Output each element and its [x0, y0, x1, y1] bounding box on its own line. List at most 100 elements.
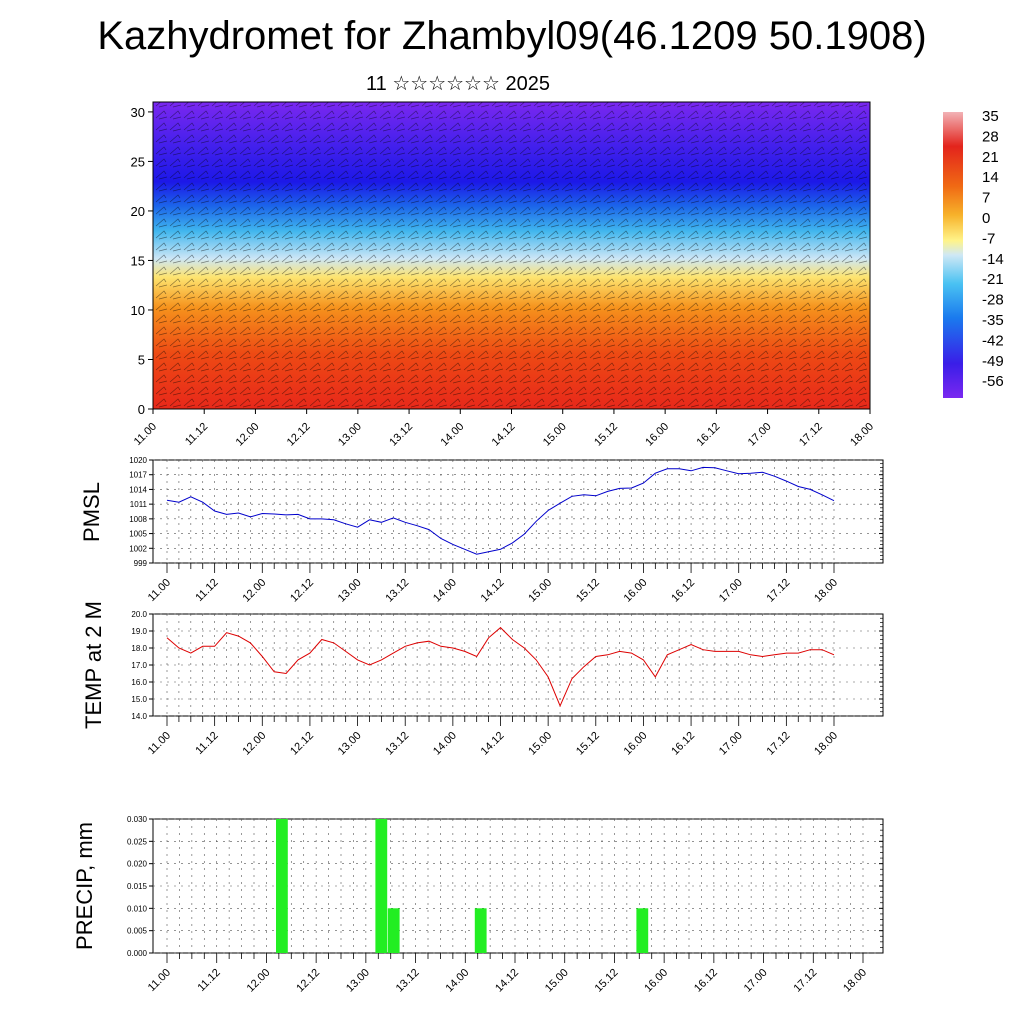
colorbar-label: 0 — [982, 210, 990, 227]
cross-section-ytick-label: 0 — [138, 402, 145, 417]
x-tick-label: 12.00 — [240, 730, 268, 758]
x-tick-label: 16.12 — [669, 577, 697, 605]
y-tick-label: 0.000 — [127, 949, 148, 958]
y-tick-label: 15.0 — [131, 695, 147, 704]
cross-section-xtick-label: 13.12 — [387, 421, 415, 449]
colorbar-label: -28 — [982, 292, 1004, 309]
x-tick-label: 13.12 — [383, 577, 411, 605]
colorbar-label: 7 — [982, 190, 990, 207]
x-tick-label: 17.00 — [742, 967, 770, 995]
colorbar-label: -35 — [982, 312, 1004, 329]
precip-bar — [375, 819, 388, 953]
x-tick-label: 16.12 — [692, 967, 720, 995]
colorbar-ramp — [943, 112, 963, 398]
y-tick-label: 20.0 — [131, 610, 147, 619]
x-tick-label: 14.00 — [431, 730, 459, 758]
pmsl-grid — [153, 459, 883, 564]
x-tick-label: 15.00 — [543, 967, 571, 995]
x-tick-label: 17.12 — [791, 967, 819, 995]
cross-section-xtick-label: 12.12 — [285, 421, 313, 449]
wind-barbs-overlay — [153, 102, 870, 409]
x-tick-label: 11.00 — [146, 967, 173, 994]
y-tick-label: 18.0 — [131, 644, 147, 653]
y-tick-label: 999 — [134, 559, 148, 568]
y-tick-label: 16.0 — [131, 678, 147, 687]
precip-bar — [387, 908, 400, 953]
y-tick-label: 1017 — [129, 471, 147, 480]
x-tick-label: 12.12 — [294, 967, 322, 995]
x-tick-label: 11.00 — [146, 577, 173, 604]
precip-bars — [276, 819, 649, 953]
temp-grid — [153, 613, 883, 717]
x-tick-label: 17.00 — [717, 577, 745, 605]
x-tick-label: 13.00 — [336, 730, 364, 758]
colorbar-label: -14 — [982, 251, 1004, 268]
cross-section-ytick-label: 5 — [138, 352, 145, 367]
y-tick-label: 1005 — [129, 530, 147, 539]
x-tick-label: 12.00 — [245, 967, 273, 995]
x-tick-label: 11.12 — [195, 967, 222, 994]
cross-section-xtick-label: 13.00 — [336, 421, 364, 449]
x-tick-label: 15.12 — [574, 730, 602, 758]
chart-subtitle: 11 ☆☆☆☆☆☆ 2025 — [366, 73, 550, 95]
x-tick-label: 13.00 — [344, 967, 372, 995]
x-tick-label: 12.00 — [240, 577, 268, 605]
y-tick-label: 0.025 — [127, 837, 148, 846]
cross-section-ytick-label: 25 — [131, 154, 145, 169]
cross-section-xtick-label: 14.00 — [438, 421, 466, 449]
x-tick-label: 18.00 — [812, 577, 840, 605]
pmsl-ylabel: PMSL — [79, 482, 104, 542]
colorbar-label: 35 — [982, 108, 999, 125]
colorbar-labels: 35 28 21 14 7 0 -7 -14 -21 -28 -35 -42 -49 -56 — [982, 108, 1004, 390]
x-tick-label: 11.12 — [193, 577, 220, 604]
chart-title: Kazhydromet for Zhambyl09(46.1209 50.190… — [97, 14, 927, 58]
pmsl-line — [166, 466, 835, 555]
cross-section-xtick-label: 17.12 — [797, 421, 825, 449]
x-tick-label: 13.12 — [383, 730, 411, 758]
y-tick-label: 1011 — [130, 500, 148, 509]
colorbar-label: 28 — [982, 128, 999, 145]
x-tick-label: 11.12 — [193, 730, 220, 757]
cross-section-xtick-label: 15.12 — [592, 421, 620, 449]
precip-bar — [636, 908, 649, 953]
y-tick-label: 1020 — [129, 456, 147, 465]
y-tick-label: 0.020 — [127, 860, 148, 869]
x-tick-label: 16.00 — [622, 730, 650, 758]
cross-section-panel: 0 5 10 15 20 25 30 11.00 11.12 12.00 12.12 13.00 13.… — [131, 101, 876, 449]
x-tick-label: 11.00 — [146, 730, 173, 757]
temp-ylabel: TEMP at 2 M — [81, 601, 106, 729]
y-tick-label: 14.0 — [131, 712, 147, 721]
x-tick-label: 14.00 — [443, 967, 471, 995]
colorbar-label: -49 — [982, 353, 1004, 370]
x-tick-label: 15.00 — [526, 730, 554, 758]
y-tick-label: 17.0 — [131, 661, 147, 670]
temp-panel: 14.0 15.0 16.0 17.0 18.0 19.0 20.0 11.00 11.12 12… — [81, 601, 884, 758]
cross-section-xtick-label: 12.00 — [234, 421, 262, 449]
colorbar-label: 21 — [982, 149, 999, 166]
y-tick-label: 0.005 — [127, 927, 148, 936]
precip-bar — [474, 908, 487, 953]
precip-panel: 0.000 0.005 0.010 0.015 0.020 0.025 0.030 11.00… — [72, 815, 884, 995]
x-tick-label: 17.12 — [765, 730, 793, 758]
x-tick-label: 12.12 — [288, 577, 316, 605]
x-tick-label: 14.00 — [431, 577, 459, 605]
y-tick-label: 1014 — [129, 485, 147, 494]
x-tick-label: 13.12 — [394, 967, 422, 995]
x-tick-label: 15.12 — [593, 967, 621, 995]
x-tick-label: 14.12 — [479, 730, 507, 758]
y-tick-label: 0.030 — [127, 815, 148, 824]
y-tick-label: 19.0 — [131, 627, 147, 636]
x-tick-label: 12.12 — [288, 730, 316, 758]
cross-section-ytick-label: 20 — [131, 204, 145, 219]
x-tick-label: 16.00 — [642, 967, 670, 995]
cross-section-ytick-label: 30 — [131, 105, 145, 120]
cross-section-xtick-label: 16.00 — [643, 421, 671, 449]
cross-section-xtick-label: 11.00 — [132, 421, 159, 448]
x-tick-label: 15.12 — [574, 577, 602, 605]
pmsl-panel: 999 1002 1005 1008 1011 1014 1017 1020 11.00 11.1… — [79, 456, 884, 605]
y-tick-label: 0.015 — [127, 882, 148, 891]
precip-ylabel: PRECIP, mm — [72, 822, 97, 950]
x-tick-label: 17.12 — [765, 577, 793, 605]
cross-section-ytick-label: 10 — [131, 303, 145, 318]
